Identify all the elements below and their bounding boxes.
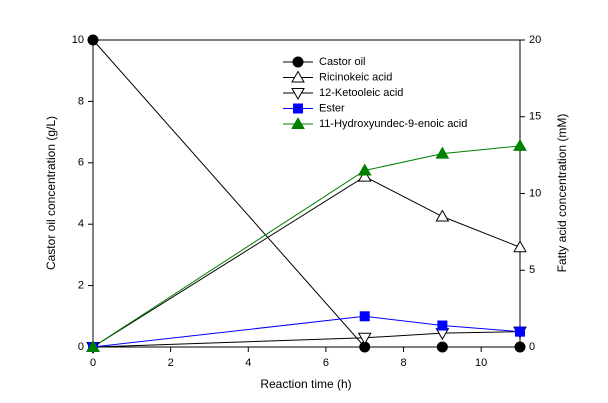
marker xyxy=(357,332,372,345)
marker xyxy=(86,339,100,352)
series-line xyxy=(92,145,521,348)
x-tick-label: 8 xyxy=(400,357,406,369)
x-tick-label: 2 xyxy=(168,357,174,369)
marker xyxy=(357,169,372,182)
marker xyxy=(293,103,303,114)
x-tick-label: 6 xyxy=(323,357,329,369)
legend-label: 11-Hydroxyundec-9-enoic acid xyxy=(319,118,467,130)
x-axis-label: Reaction time (h) xyxy=(260,377,351,391)
y2-tick-label: 15 xyxy=(529,111,541,123)
marker xyxy=(513,240,527,253)
plot-frame xyxy=(92,39,521,348)
marker xyxy=(357,163,372,176)
marker xyxy=(359,311,370,322)
legend-label: Ester xyxy=(319,102,345,114)
x-tick-label: 0 xyxy=(90,357,96,369)
y-tick-label: 2 xyxy=(78,280,84,292)
y-tick-label: 8 xyxy=(78,95,84,107)
y-tick-label: 4 xyxy=(78,218,84,230)
y2-tick-label: 10 xyxy=(529,187,541,199)
marker xyxy=(291,88,305,101)
marker xyxy=(291,70,305,83)
legend-label: 12-Ketooleic acid xyxy=(319,87,403,99)
marker xyxy=(437,320,448,331)
y-tick-label: 6 xyxy=(78,157,84,169)
marker xyxy=(515,326,525,337)
y-tick-label: 0 xyxy=(78,341,84,353)
marker xyxy=(436,341,448,353)
y2-axis-label: Fatty acid concentration (mM) xyxy=(555,114,569,273)
series-line xyxy=(92,315,521,348)
y-axis-label: Castor oil concentration (g/L) xyxy=(44,116,58,270)
y-tick-label: 10 xyxy=(72,34,84,46)
legend-label: Castor oil xyxy=(319,56,365,68)
series-line xyxy=(92,39,520,348)
marker xyxy=(435,146,450,159)
x-tick-label: 4 xyxy=(245,357,251,369)
legend-label: Ricinokeic acid xyxy=(319,71,392,83)
y2-tick-label: 0 xyxy=(529,341,535,353)
marker xyxy=(513,138,527,151)
marker xyxy=(514,341,526,353)
y2-tick-label: 20 xyxy=(529,34,541,46)
marker xyxy=(435,209,450,222)
marker xyxy=(291,116,305,129)
series-line xyxy=(92,331,521,348)
y2-tick-label: 5 xyxy=(529,264,535,276)
x-tick-label: 10 xyxy=(475,357,487,369)
series-line xyxy=(92,176,521,348)
marker xyxy=(292,56,304,68)
marker xyxy=(87,34,99,46)
